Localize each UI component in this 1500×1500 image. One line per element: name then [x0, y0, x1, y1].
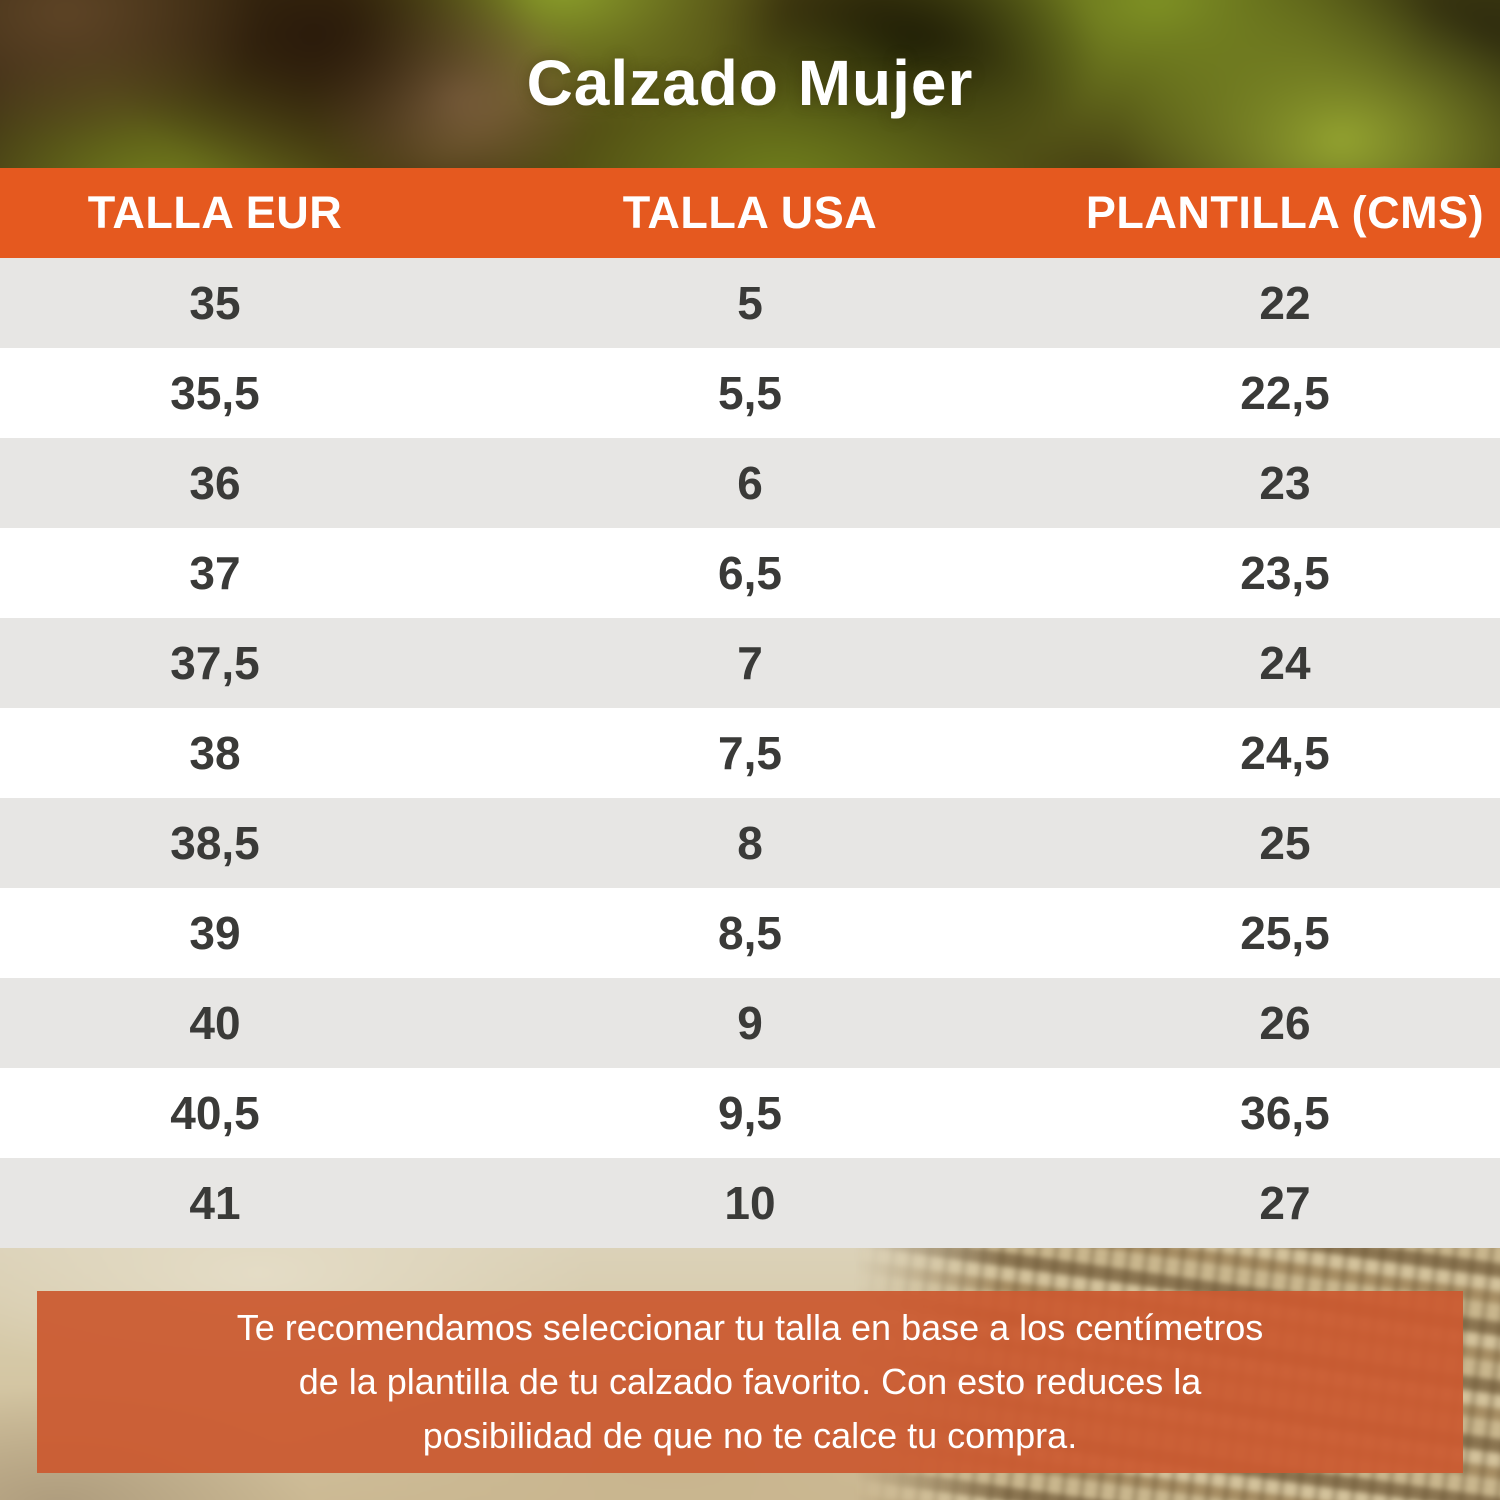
table-cell: 27: [1259, 1177, 1311, 1229]
table-cell: 40: [189, 997, 241, 1049]
table-cell: 36,5: [1240, 1087, 1330, 1139]
table-cell: 8: [737, 817, 763, 869]
table-cell: 37: [189, 547, 241, 599]
table-row: 40,5 9,5 36,5: [0, 1068, 1500, 1158]
table-row: 35,5 5,5 22,5: [0, 348, 1500, 438]
column-header-plantilla-cms: PLANTILLA (CMS): [1085, 187, 1485, 238]
table-row: 37 6,5 23,5: [0, 528, 1500, 618]
table-cell: 6: [737, 457, 763, 509]
size-table-body: 35 5 22 35,5 5,5 22,5 36 6 23 37 6,5 23,5 37,5 7 24 38 7…: [0, 258, 1500, 1248]
table-row: 41 10 27: [0, 1158, 1500, 1248]
recommendation-line: posibilidad de que no te calce tu compra…: [422, 1415, 1078, 1456]
table-cell: 35: [189, 277, 241, 329]
size-table-header: TALLA EUR TALLA USA PLANTILLA (CMS): [0, 168, 1500, 258]
table-cell: 22,5: [1240, 367, 1330, 419]
table-cell: 7: [737, 637, 763, 689]
table-cell: 41: [189, 1177, 241, 1229]
table-cell: 25,5: [1240, 907, 1330, 959]
table-row: 37,5 7 24: [0, 618, 1500, 708]
table-cell: 23: [1259, 457, 1311, 509]
table-cell: 7,5: [718, 727, 782, 779]
table-cell: 23,5: [1240, 547, 1330, 599]
table-cell: 39: [189, 907, 241, 959]
table-cell: 37,5: [170, 637, 260, 689]
table-cell: 22: [1259, 277, 1311, 329]
top-background-photo: [0, 0, 1500, 168]
table-cell: 5,5: [718, 367, 782, 419]
recommendation-line: de la plantilla de tu calzado favorito. …: [298, 1361, 1202, 1402]
table-row: 38 7,5 24,5: [0, 708, 1500, 798]
table-cell: 5: [737, 277, 763, 329]
column-header-talla-eur: TALLA EUR: [87, 187, 343, 238]
table-row: 39 8,5 25,5: [0, 888, 1500, 978]
table-cell: 9: [737, 997, 763, 1049]
table-row: 36 6 23: [0, 438, 1500, 528]
table-cell: 24,5: [1240, 727, 1330, 779]
table-cell: 6,5: [718, 547, 782, 599]
table-cell: 36: [189, 457, 241, 509]
table-cell: 35,5: [170, 367, 260, 419]
table-cell: 40,5: [170, 1087, 260, 1139]
table-cell: 25: [1259, 817, 1311, 869]
table-cell: 38: [189, 727, 241, 779]
table-cell: 38,5: [170, 817, 260, 869]
foliage-blur: [0, 0, 1500, 168]
table-cell: 9,5: [718, 1087, 782, 1139]
table-row: 38,5 8 25: [0, 798, 1500, 888]
page-title: Calzado Mujer: [526, 47, 974, 119]
table-cell: 26: [1259, 997, 1311, 1049]
table-cell: 24: [1259, 637, 1311, 689]
recommendation-note: Te recomendamos seleccionar tu talla en …: [37, 1291, 1463, 1473]
column-header-talla-usa: TALLA USA: [622, 187, 878, 238]
recommendation-line: Te recomendamos seleccionar tu talla en …: [236, 1307, 1264, 1348]
table-cell: 8,5: [718, 907, 782, 959]
table-row: 40 9 26: [0, 978, 1500, 1068]
table-row: 35 5 22: [0, 258, 1500, 348]
table-cell: 10: [724, 1177, 776, 1229]
